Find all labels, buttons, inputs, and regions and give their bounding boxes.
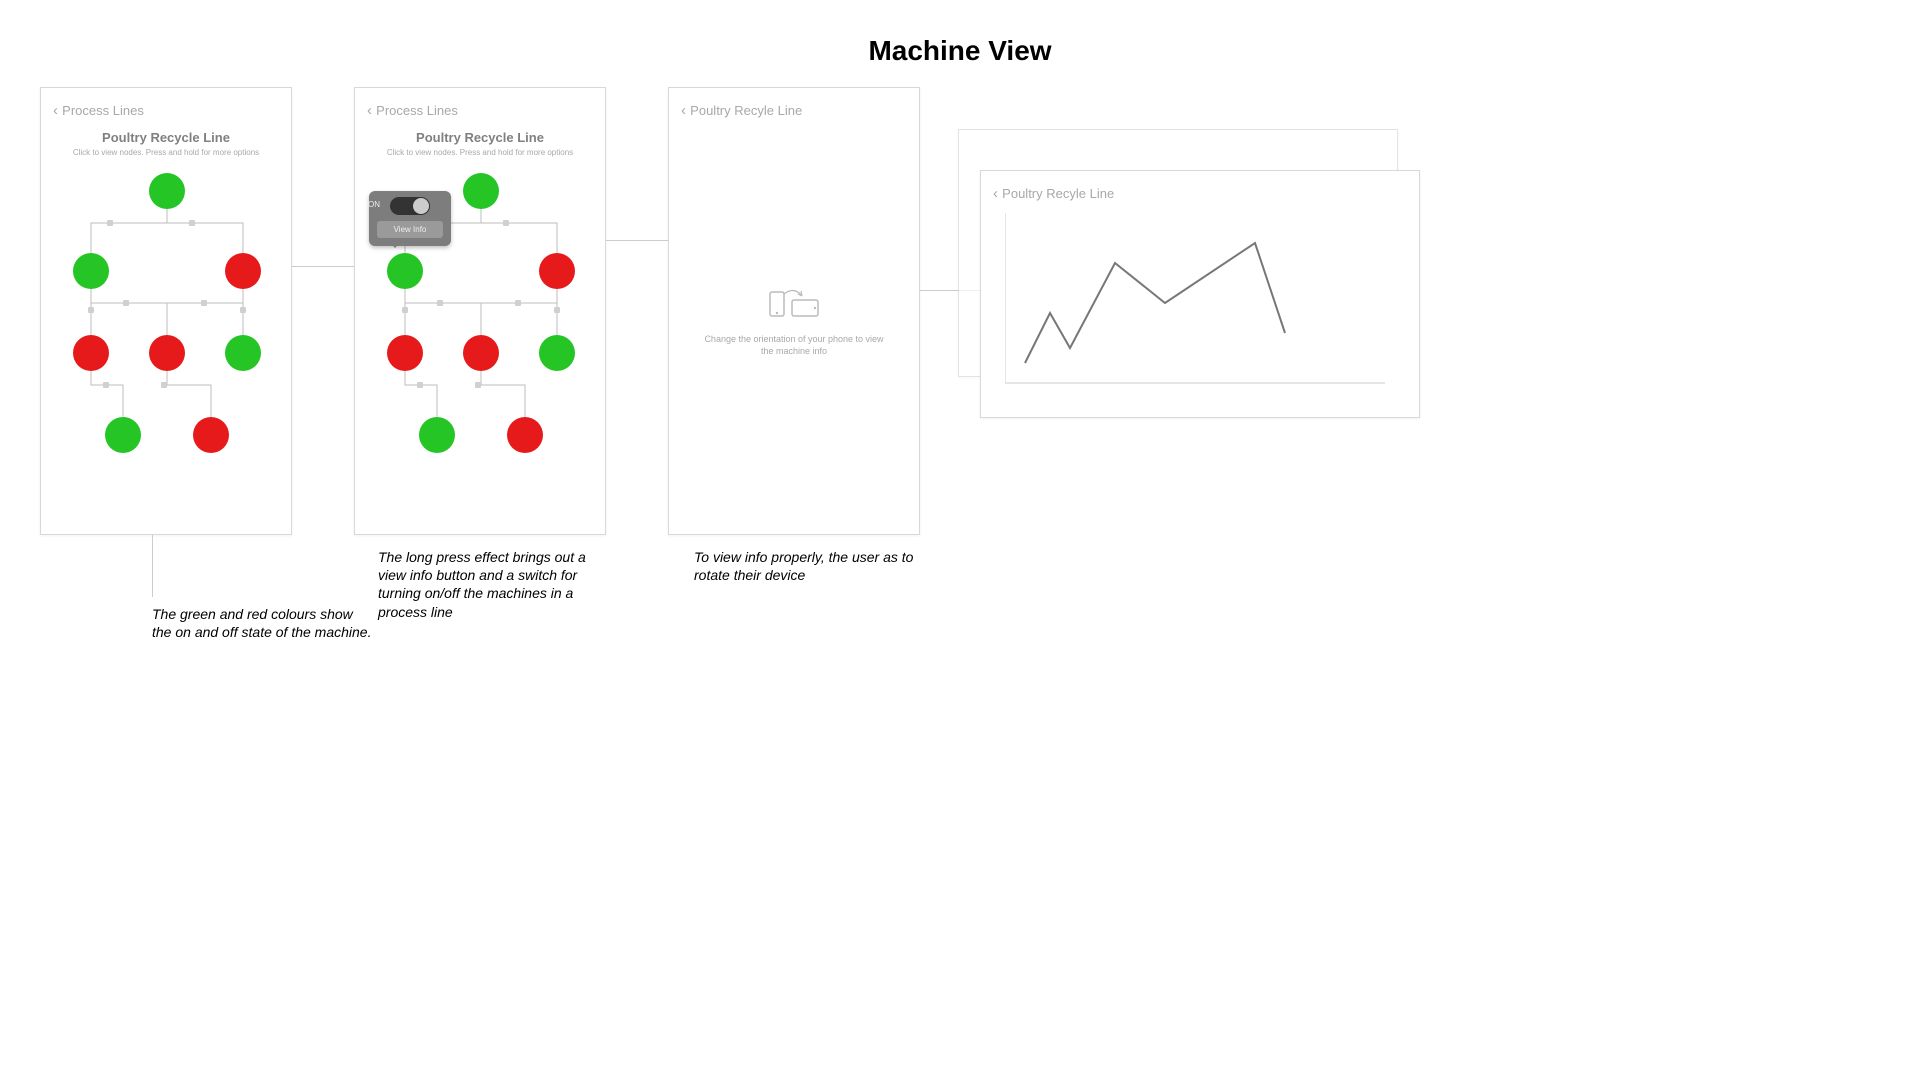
caption-3: To view info properly, the user as to ro… <box>694 548 914 584</box>
connector-line <box>292 266 354 267</box>
edge-tick <box>240 307 246 313</box>
back-link[interactable]: Process Lines <box>367 102 458 119</box>
wireframe-4: Poultry Recyle Line <box>980 170 1420 418</box>
machine-node[interactable] <box>225 253 261 289</box>
screen-subtitle: Click to view nodes. Press and hold for … <box>41 148 291 157</box>
wireframe-1: Process Lines Poultry Recycle Line Click… <box>40 87 292 535</box>
machine-node[interactable] <box>539 253 575 289</box>
edge-tick <box>402 307 408 313</box>
edge-tick <box>189 220 195 226</box>
edge-tick <box>123 300 129 306</box>
machine-node[interactable] <box>507 417 543 453</box>
node-popover: ON View Info <box>369 191 451 246</box>
machine-node[interactable] <box>73 335 109 371</box>
screen-title: Poultry Recycle Line <box>41 130 291 145</box>
edge-tick <box>515 300 521 306</box>
edge-tick <box>88 307 94 313</box>
machine-node[interactable] <box>387 335 423 371</box>
page-title: Machine View <box>868 35 1051 67</box>
wireframe-2: Process Lines Poultry Recycle Line Click… <box>354 87 606 535</box>
edge-tick <box>161 382 167 388</box>
caption-2: The long press effect brings out a view … <box>378 548 598 621</box>
edge-tick <box>475 382 481 388</box>
screen-title: Poultry Recycle Line <box>355 130 605 145</box>
edge-tick <box>503 220 509 226</box>
node-diagram <box>41 163 291 534</box>
chart-svg <box>1005 213 1401 399</box>
view-info-button[interactable]: View Info <box>377 221 443 238</box>
machine-node[interactable] <box>387 253 423 289</box>
connector-line <box>606 240 668 241</box>
edge-tick <box>554 307 560 313</box>
machine-node[interactable] <box>193 417 229 453</box>
machine-node[interactable] <box>463 335 499 371</box>
caption-1: The green and red colours show the on an… <box>152 605 372 641</box>
rotate-icon <box>669 288 919 324</box>
back-link[interactable]: Poultry Recyle Line <box>993 185 1114 202</box>
edge-tick <box>437 300 443 306</box>
toggle-knob <box>413 198 429 214</box>
edge-tick <box>103 382 109 388</box>
back-link[interactable]: Process Lines <box>53 102 144 119</box>
node-diagram: ON View Info <box>355 163 605 534</box>
machine-node[interactable] <box>105 417 141 453</box>
edge-tick <box>417 382 423 388</box>
back-link[interactable]: Poultry Recyle Line <box>681 102 802 119</box>
machine-node[interactable] <box>73 253 109 289</box>
edge-tick <box>107 220 113 226</box>
machine-node[interactable] <box>419 417 455 453</box>
toggle-label: ON <box>368 200 380 209</box>
machine-node[interactable] <box>225 335 261 371</box>
rotate-text: Change the orientation of your phone to … <box>669 334 919 357</box>
screen-subtitle: Click to view nodes. Press and hold for … <box>355 148 605 157</box>
machine-node[interactable] <box>149 173 185 209</box>
machine-node[interactable] <box>463 173 499 209</box>
machine-node[interactable] <box>149 335 185 371</box>
wireframe-3: Poultry Recyle Line Change the orientati… <box>668 87 920 535</box>
edge-tick <box>201 300 207 306</box>
machine-node[interactable] <box>539 335 575 371</box>
line-chart <box>1005 213 1399 397</box>
connector-line <box>152 535 153 597</box>
rotate-prompt: Change the orientation of your phone to … <box>669 288 919 357</box>
power-toggle[interactable]: ON <box>390 197 430 215</box>
